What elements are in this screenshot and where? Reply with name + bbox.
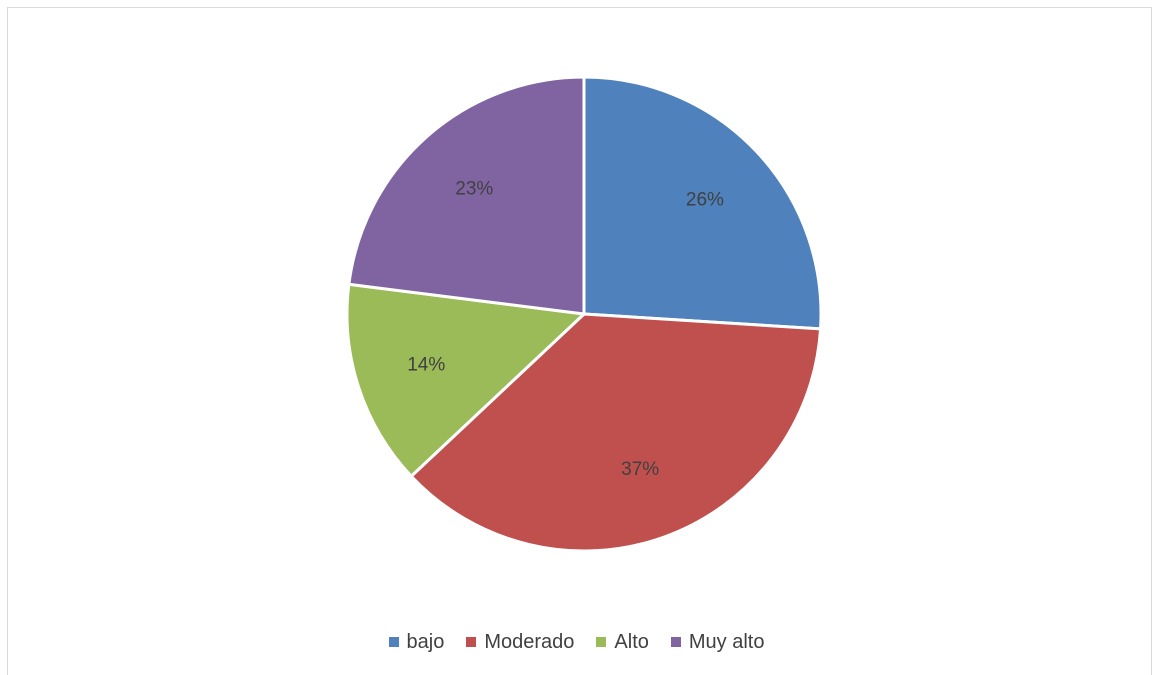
- legend-swatch-bajo: [388, 637, 399, 647]
- legend-label-muy-alto: Muy alto: [688, 630, 765, 653]
- data-label-bajo: 26%: [686, 189, 724, 210]
- legend-item-alto: Alto: [596, 630, 649, 654]
- legend-item-moderado: Moderado: [466, 631, 574, 654]
- legend-swatch-muy-alto: [670, 637, 681, 647]
- pie-slice-alto: [345, 282, 588, 479]
- data-label-alto: 14%: [407, 354, 445, 375]
- chart-area: [7, 7, 1152, 675]
- legend-label-moderado: Moderado: [484, 630, 575, 653]
- legend-swatch-alto: [596, 637, 607, 647]
- pie-slice-bajo: [582, 75, 823, 331]
- legend: bajo Moderado Alto Muy alto: [0, 627, 1153, 657]
- pie-slice-muy-alto: [347, 75, 586, 316]
- data-label-moderado: 37%: [621, 459, 659, 480]
- legend-item-muy-alto: Muy alto: [670, 630, 765, 654]
- pie-slice-moderado: [409, 312, 823, 553]
- legend-item-bajo: bajo: [388, 630, 445, 654]
- legend-label-bajo: bajo: [406, 630, 445, 653]
- legend-swatch-moderado: [466, 637, 477, 647]
- data-label-muy-alto: 23%: [455, 179, 493, 200]
- legend-label-alto: Alto: [614, 630, 649, 653]
